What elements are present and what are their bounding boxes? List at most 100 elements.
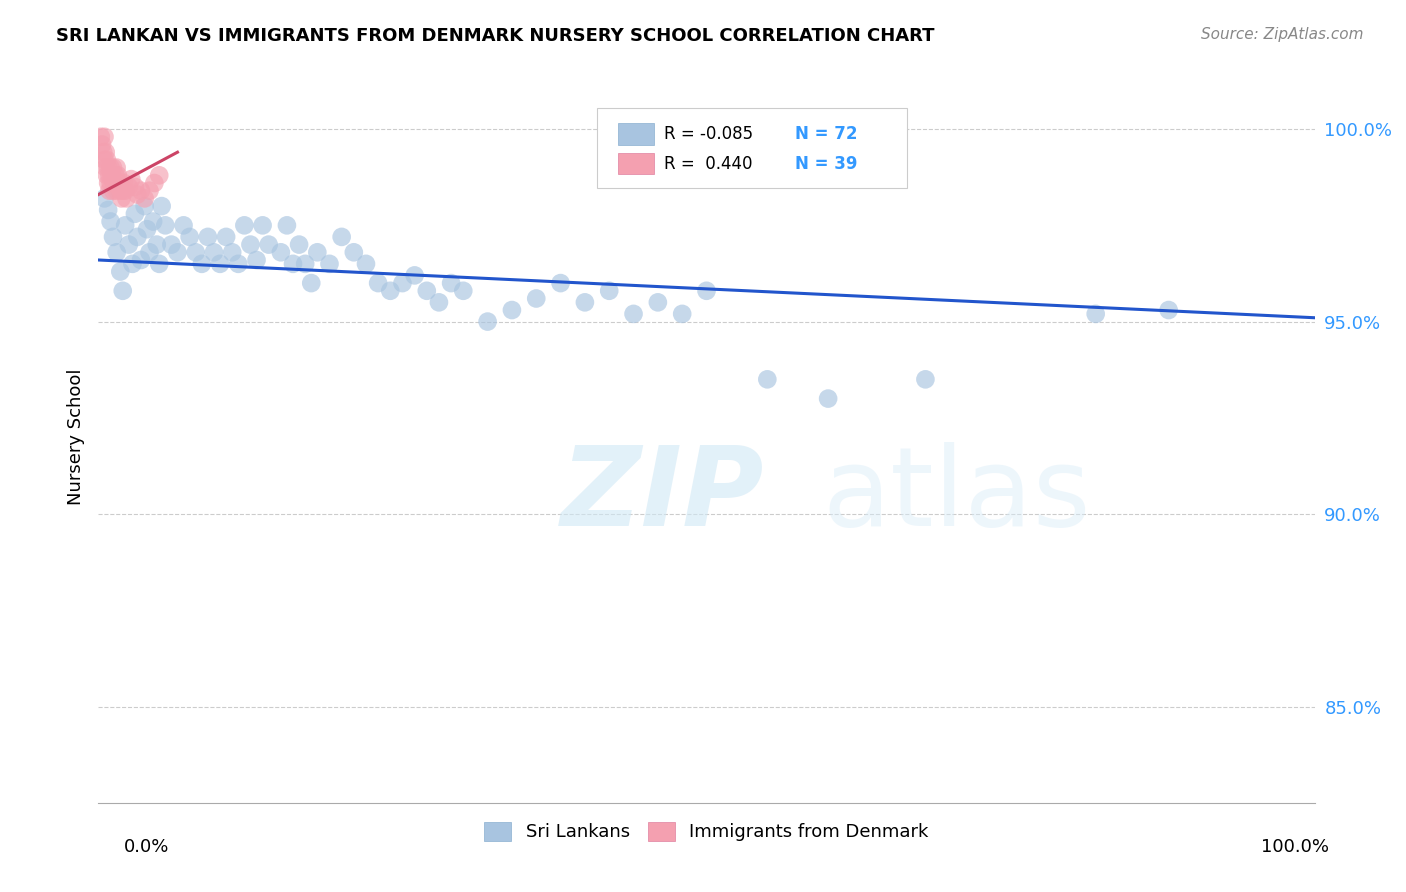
Point: [110, 184, 132, 198]
Point: [127, 187, 149, 202]
Point: [209, 257, 232, 271]
Point: [93, 191, 115, 205]
Point: [270, 245, 292, 260]
Point: [191, 257, 214, 271]
Point: [404, 268, 426, 283]
Point: [105, 245, 128, 260]
Point: [647, 295, 669, 310]
Point: [105, 184, 128, 198]
Text: R = -0.085: R = -0.085: [664, 125, 754, 144]
Point: [100, 214, 122, 228]
Point: [114, 219, 136, 233]
Point: [257, 237, 280, 252]
Point: [427, 295, 450, 310]
Point: [107, 169, 129, 183]
Point: [245, 252, 267, 267]
Point: [914, 372, 936, 386]
Point: [574, 295, 596, 310]
Point: [391, 276, 413, 290]
Point: [129, 184, 152, 198]
Point: [115, 191, 138, 205]
Point: [416, 284, 439, 298]
Point: [160, 237, 183, 252]
Point: [623, 307, 645, 321]
Point: [103, 176, 125, 190]
Text: atlas: atlas: [823, 442, 1091, 549]
Point: [276, 219, 298, 233]
FancyBboxPatch shape: [598, 108, 907, 188]
Point: [239, 237, 262, 252]
Text: N = 39: N = 39: [796, 154, 858, 172]
Point: [307, 245, 329, 260]
Point: [90, 129, 112, 144]
Point: [98, 169, 121, 183]
Point: [477, 315, 499, 329]
Point: [281, 257, 304, 271]
Text: 100.0%: 100.0%: [1261, 838, 1329, 855]
Point: [98, 184, 121, 198]
Point: [252, 219, 274, 233]
Point: [215, 230, 238, 244]
Point: [129, 252, 152, 267]
Point: [101, 169, 124, 183]
Point: [501, 303, 523, 318]
Point: [118, 179, 141, 194]
Point: [96, 169, 118, 183]
Point: [184, 245, 207, 260]
FancyBboxPatch shape: [617, 123, 654, 145]
Point: [94, 145, 117, 160]
Point: [101, 161, 124, 175]
Point: [148, 169, 170, 183]
Point: [104, 169, 127, 183]
Point: [110, 191, 132, 205]
Point: [138, 184, 160, 198]
Point: [97, 202, 120, 217]
Point: [524, 292, 547, 306]
Point: [100, 161, 122, 175]
Point: [101, 230, 124, 244]
Point: [598, 284, 620, 298]
Point: [367, 276, 389, 290]
Point: [318, 257, 340, 271]
Point: [1157, 303, 1180, 318]
Point: [93, 129, 115, 144]
Point: [134, 191, 156, 205]
Point: [155, 219, 177, 233]
Point: [166, 245, 188, 260]
Point: [1084, 307, 1107, 321]
Point: [756, 372, 779, 386]
Point: [121, 257, 143, 271]
FancyBboxPatch shape: [617, 153, 654, 175]
Point: [114, 184, 136, 198]
Point: [138, 245, 160, 260]
Point: [112, 176, 135, 190]
Point: [294, 257, 316, 271]
Point: [202, 245, 225, 260]
Point: [91, 137, 114, 152]
Text: 0.0%: 0.0%: [124, 838, 169, 855]
Point: [343, 245, 366, 260]
Point: [696, 284, 718, 298]
Point: [226, 257, 249, 271]
Point: [108, 176, 131, 190]
Point: [440, 276, 463, 290]
Point: [148, 257, 170, 271]
Point: [118, 237, 141, 252]
Point: [134, 199, 156, 213]
Point: [142, 214, 165, 228]
Point: [96, 153, 118, 167]
Text: N = 72: N = 72: [796, 125, 858, 144]
Point: [150, 199, 173, 213]
Point: [179, 230, 201, 244]
Point: [671, 307, 693, 321]
Text: SRI LANKAN VS IMMIGRANTS FROM DENMARK NURSERY SCHOOL CORRELATION CHART: SRI LANKAN VS IMMIGRANTS FROM DENMARK NU…: [56, 27, 935, 45]
Legend: Sri Lankans, Immigrants from Denmark: Sri Lankans, Immigrants from Denmark: [477, 814, 936, 848]
Point: [299, 276, 322, 290]
Point: [550, 276, 572, 290]
Point: [817, 392, 839, 406]
Point: [380, 284, 402, 298]
Text: R =  0.440: R = 0.440: [664, 154, 752, 172]
Text: Source: ZipAtlas.com: Source: ZipAtlas.com: [1201, 27, 1364, 42]
Point: [101, 184, 124, 198]
Point: [120, 172, 142, 186]
